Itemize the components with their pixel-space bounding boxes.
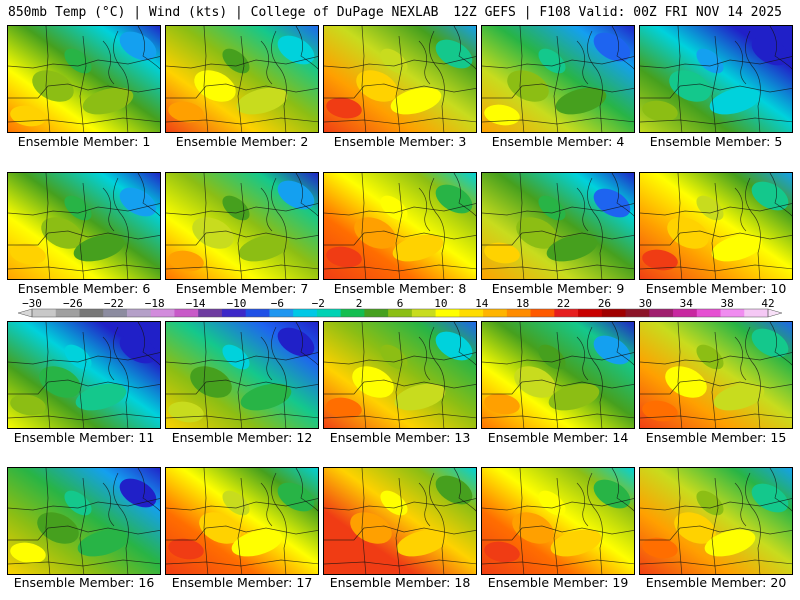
colorbar-segment: [174, 309, 199, 317]
colorbar-segment: [55, 309, 80, 317]
ensemble-member-label-3: Ensemble Member: 3: [333, 134, 467, 149]
colorbar-segment: [79, 309, 104, 317]
colorbar-tick-label: −30: [22, 298, 42, 310]
colorbar-segment: [483, 309, 508, 317]
ensemble-member-label-18: Ensemble Member: 18: [329, 575, 471, 590]
ensemble-member-label-10: Ensemble Member: 10: [645, 281, 787, 296]
ensemble-panel-1: [7, 25, 161, 133]
colorbar-segment: [720, 309, 745, 317]
ensemble-member-label-13: Ensemble Member: 13: [329, 430, 471, 445]
colorbar-tick-label: −18: [145, 298, 165, 310]
colorbar-segment: [696, 309, 722, 317]
colorbar-segment: [601, 309, 627, 317]
ensemble-member-label-14: Ensemble Member: 14: [487, 430, 629, 445]
temperature-colorbar: −30 −26 −22 −18 −14 −10 −6 −2 2 6 10 14 18 22 26 30 34 38…: [17, 298, 783, 318]
colorbar-tick-label: 22: [557, 298, 570, 310]
ensemble-panel-13: [323, 321, 477, 429]
colorbar-tick-label: 14: [475, 298, 489, 310]
colorbar-segment: [32, 309, 57, 317]
colorbar-tick-label: 38: [720, 298, 733, 310]
colorbar-tick-label: 2: [356, 298, 363, 310]
ensemble-panel-4: [481, 25, 635, 133]
ensemble-panel-18: [323, 467, 477, 575]
colorbar-segment: [435, 309, 460, 317]
colorbar-segment: [554, 309, 579, 317]
colorbar-tick-label: 42: [761, 298, 774, 310]
ensemble-member-label-2: Ensemble Member: 2: [175, 134, 309, 149]
ensemble-panel-14: [481, 321, 635, 429]
colorbar-tick-label: 6: [397, 298, 404, 310]
colorbar-segment: [459, 309, 484, 317]
colorbar-segment: [340, 309, 365, 317]
ensemble-panel-11: [7, 321, 161, 429]
colorbar-segment: [744, 309, 769, 317]
ensemble-member-label-1: Ensemble Member: 1: [17, 134, 151, 149]
ensemble-member-label-15: Ensemble Member: 15: [645, 430, 787, 445]
colorbar-segment: [388, 309, 413, 317]
colorbar-segment: [506, 309, 532, 317]
colorbar-tick-label: −10: [227, 298, 247, 310]
colorbar-segment: [316, 309, 342, 317]
ensemble-panel-7: [165, 172, 319, 280]
colorbar-tick-label: −22: [104, 298, 124, 310]
colorbar-left-arrow: [17, 308, 33, 318]
colorbar-segment: [673, 309, 698, 317]
colorbar-segment: [103, 309, 128, 317]
colorbar-segment: [411, 309, 437, 317]
colorbar-segment: [245, 309, 270, 317]
ensemble-member-label-7: Ensemble Member: 7: [175, 281, 309, 296]
colorbar-segment: [530, 309, 555, 317]
colorbar-tick-label: −6: [271, 298, 284, 310]
colorbar-tick-label: −2: [312, 298, 325, 310]
colorbar-right-arrow: [767, 308, 783, 318]
colorbar-tick-label: 30: [639, 298, 652, 310]
ensemble-panel-6: [7, 172, 161, 280]
ensemble-panel-5: [639, 25, 793, 133]
ensemble-panel-9: [481, 172, 635, 280]
colorbar-tick-label: 10: [434, 298, 447, 310]
ensemble-member-label-16: Ensemble Member: 16: [13, 575, 155, 590]
ensemble-member-label-6: Ensemble Member: 6: [17, 281, 151, 296]
ensemble-member-label-8: Ensemble Member: 8: [333, 281, 467, 296]
ensemble-member-label-19: Ensemble Member: 19: [487, 575, 629, 590]
ensemble-member-label-9: Ensemble Member: 9: [491, 281, 625, 296]
colorbar-segment: [150, 309, 175, 317]
ensemble-member-label-11: Ensemble Member: 11: [13, 430, 155, 445]
ensemble-member-label-17: Ensemble Member: 17: [171, 575, 313, 590]
colorbar-tick-label: 26: [598, 298, 611, 310]
colorbar-segment: [198, 309, 223, 317]
ensemble-member-label-4: Ensemble Member: 4: [491, 134, 625, 149]
ensemble-panel-3: [323, 25, 477, 133]
colorbar-tick-label: 18: [516, 298, 529, 310]
ensemble-panel-16: [7, 467, 161, 575]
model-run-info: 12Z GEFS | F108 Valid: 00Z FRI NOV 14 20…: [453, 5, 782, 20]
colorbar-segment: [578, 309, 603, 317]
ensemble-panel-19: [481, 467, 635, 575]
ensemble-panel-8: [323, 172, 477, 280]
colorbar-segment: [269, 309, 294, 317]
ensemble-member-label-5: Ensemble Member: 5: [649, 134, 783, 149]
ensemble-panel-15: [639, 321, 793, 429]
colorbar-tick-label: 34: [680, 298, 694, 310]
colorbar-segment: [364, 309, 389, 317]
ensemble-panel-20: [639, 467, 793, 575]
colorbar-segment: [649, 309, 674, 317]
ensemble-member-label-12: Ensemble Member: 12: [171, 430, 313, 445]
colorbar-tick-label: −26: [63, 298, 83, 310]
colorbar-tick-label: −14: [186, 298, 206, 310]
colorbar-segment: [293, 309, 318, 317]
ensemble-panel-12: [165, 321, 319, 429]
colorbar-segment: [126, 309, 152, 317]
ensemble-member-label-20: Ensemble Member: 20: [645, 575, 787, 590]
chart-title: 850mb Temp (°C) | Wind (kts) | College o…: [8, 5, 439, 20]
colorbar-segment: [221, 309, 247, 317]
ensemble-panel-2: [165, 25, 319, 133]
ensemble-panel-17: [165, 467, 319, 575]
colorbar-segment: [625, 309, 650, 317]
ensemble-panel-10: [639, 172, 793, 280]
